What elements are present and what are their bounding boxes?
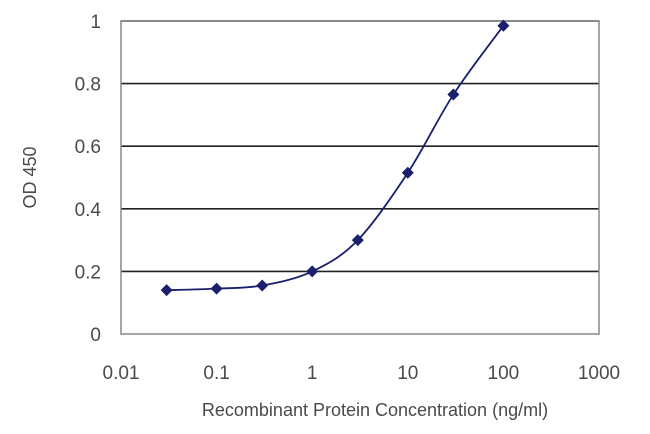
data-point	[351, 234, 364, 247]
data-point	[160, 284, 173, 297]
data-point	[497, 19, 510, 32]
x-tick-label: 0.1	[203, 363, 229, 384]
data-point	[306, 265, 319, 278]
x-tick-label: 1	[307, 363, 318, 384]
x-tick-labels: 0.01 0.1 1 10 100 1000	[103, 363, 621, 384]
y-tick-label: 0	[90, 325, 101, 346]
data-point	[210, 282, 223, 295]
y-tick-label: 0.8	[75, 75, 101, 96]
x-axis-title: Recombinant Protein Concentration (ng/ml…	[202, 400, 548, 420]
x-tick-label: 100	[488, 363, 520, 384]
x-tick-label: 0.01	[103, 363, 140, 384]
data-point	[447, 88, 460, 101]
series	[160, 19, 510, 297]
y-axis-title: OD 450	[20, 146, 40, 208]
data-point	[401, 166, 414, 179]
data-point	[256, 279, 269, 292]
y-tick-label: 1	[90, 12, 101, 33]
y-tick-label: 0.4	[75, 200, 102, 221]
x-tick-label: 10	[397, 363, 418, 384]
y-tick-labels: 0 0.2 0.4 0.6 0.8 1	[75, 12, 102, 346]
y-tick-label: 0.2	[75, 262, 101, 283]
gridlines	[121, 20, 599, 273]
plot-area-frame	[120, 20, 600, 335]
x-tick-label: 1000	[578, 363, 620, 384]
y-tick-label: 0.6	[75, 137, 101, 158]
